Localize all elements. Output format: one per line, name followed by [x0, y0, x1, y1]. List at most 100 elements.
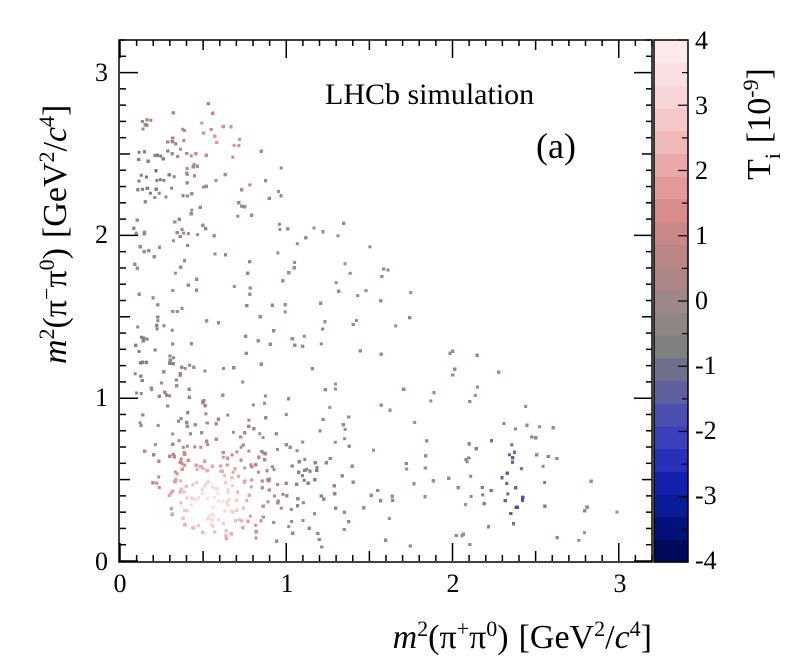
scatter-point	[139, 374, 143, 378]
panel-label: (a)	[536, 126, 576, 166]
scatter-point	[211, 111, 215, 115]
scatter-point	[503, 499, 507, 503]
scatter-point	[137, 350, 141, 353]
scatter-point	[347, 520, 351, 524]
scatter-point	[141, 360, 144, 364]
scatter-point	[347, 444, 351, 448]
scatter-point	[202, 131, 206, 135]
scatter-point	[519, 467, 523, 471]
scatter-point	[249, 463, 253, 467]
scatter-point	[379, 499, 383, 503]
colorbar-step	[654, 198, 688, 223]
scatter-point	[231, 155, 235, 159]
scatter-point	[244, 334, 248, 338]
scatter-point	[232, 143, 236, 147]
scatter-point	[222, 367, 225, 370]
scatter-point	[244, 351, 248, 355]
scatter-point	[220, 469, 224, 473]
scatter-point	[166, 404, 170, 408]
scatter-point	[315, 466, 319, 469]
plot-frame	[118, 39, 653, 563]
scatter-point	[240, 519, 244, 523]
scatter-point	[281, 279, 285, 283]
scatter-point	[224, 481, 228, 485]
scatter-point	[168, 354, 172, 358]
scatter-point	[429, 399, 433, 403]
scatter-point	[530, 435, 534, 439]
scatter-point	[175, 231, 179, 235]
scatter-point	[279, 166, 283, 170]
scatter-point	[321, 327, 325, 331]
scatter-point	[219, 464, 223, 468]
scatter-point	[524, 405, 528, 408]
scatter-point	[250, 465, 254, 469]
scatter-point	[186, 283, 190, 287]
scatter-point	[204, 227, 208, 231]
scatter-point	[162, 370, 166, 374]
scatter-point	[212, 513, 216, 517]
scatter-point	[356, 294, 360, 298]
scatter-point	[248, 286, 252, 290]
scatter-point	[142, 232, 146, 236]
colorbar-ticks	[678, 39, 688, 563]
scatter-points	[132, 102, 619, 549]
scatter-point	[260, 486, 264, 490]
scatter-point	[157, 191, 161, 195]
scatter-point	[168, 361, 172, 365]
scatter-point	[451, 349, 455, 353]
scatter-point	[303, 457, 307, 461]
scatter-point	[290, 520, 294, 523]
simulation-label: LHCb simulation	[325, 78, 534, 111]
scatter-point	[139, 173, 143, 177]
scatter-point	[302, 478, 306, 482]
colorbar-step	[654, 85, 688, 109]
scatter-point	[386, 268, 390, 272]
scatter-point	[249, 485, 253, 489]
scatter-point	[134, 231, 138, 235]
scatter-point	[507, 453, 511, 457]
scatter-point	[254, 536, 258, 540]
scatter-point	[186, 411, 190, 415]
scatter-point	[476, 385, 479, 389]
scatter-point	[203, 484, 207, 488]
scatter-point	[154, 187, 158, 191]
scatter-point	[615, 510, 619, 514]
scatter-point	[185, 194, 189, 198]
scatter-point	[149, 118, 153, 122]
scatter-point	[502, 422, 506, 425]
scatter-point	[272, 468, 276, 472]
scatter-point	[190, 342, 193, 346]
scatter-point	[221, 455, 225, 459]
scatter-point	[204, 412, 208, 416]
scatter-point	[152, 453, 156, 457]
scatter-point	[300, 474, 304, 478]
scatter-point	[264, 416, 268, 420]
scatter-point	[206, 480, 210, 484]
scatter-point	[342, 221, 346, 225]
scatter-point	[200, 487, 204, 491]
scatter-point	[241, 506, 245, 510]
scatter-point	[191, 165, 195, 169]
scatter-point	[153, 154, 157, 157]
scatter-point	[231, 470, 235, 474]
scatter-point	[183, 463, 186, 467]
axis-ticks	[119, 39, 653, 562]
scatter-point	[178, 490, 182, 494]
colorbar-step	[654, 153, 688, 177]
scatter-point	[337, 289, 341, 293]
x-tick-label-3: 3	[614, 569, 627, 598]
scatter-point	[170, 140, 174, 144]
scatter-point	[368, 245, 372, 249]
scatter-point	[167, 173, 171, 177]
scatter-point	[182, 231, 186, 235]
scatter-point	[287, 525, 291, 529]
scatter-point	[328, 457, 332, 460]
scatter-point	[189, 503, 193, 507]
scatter-point	[534, 436, 538, 440]
scatter-point	[169, 491, 173, 495]
scatter-point	[195, 277, 199, 281]
scatter-point	[176, 155, 180, 158]
scatter-point	[211, 505, 215, 509]
scatter-point	[315, 469, 319, 472]
scatter-point	[184, 484, 188, 488]
